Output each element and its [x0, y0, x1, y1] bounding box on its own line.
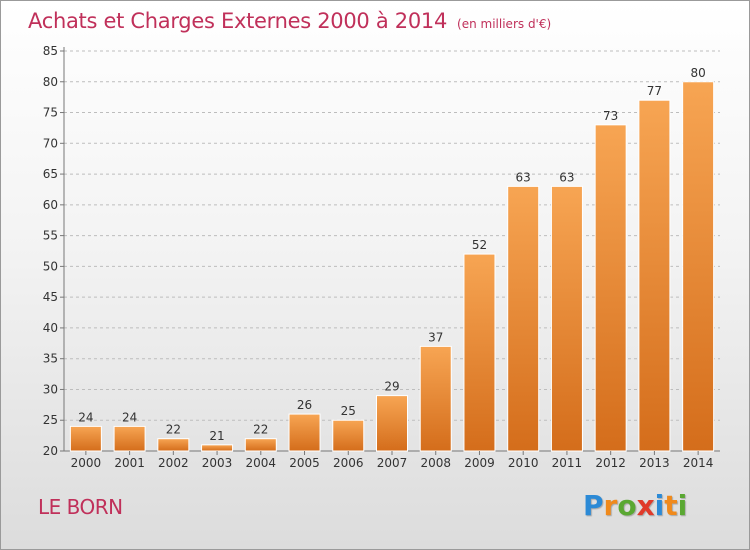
y-tick-label: 40 — [43, 321, 58, 335]
logo-letter: x — [636, 489, 655, 522]
data-label: 63 — [559, 170, 574, 184]
data-label: 63 — [516, 170, 531, 184]
y-tick-label: 75 — [43, 106, 58, 120]
bar — [69, 425, 102, 452]
bar — [288, 413, 321, 452]
x-tick-label: 2009 — [464, 456, 495, 470]
bar — [113, 425, 146, 452]
bar — [550, 185, 583, 452]
logo-letter: i — [677, 489, 688, 522]
x-tick-label: 2010 — [508, 456, 539, 470]
proxiti-logo: Proxiti — [583, 489, 687, 522]
y-tick-label: 60 — [43, 198, 58, 212]
data-label: 80 — [690, 66, 705, 80]
logo-letter: P — [583, 489, 604, 522]
x-tick-label: 2012 — [595, 456, 626, 470]
x-tick-label: 2006 — [333, 456, 364, 470]
x-tick-label: 2002 — [158, 456, 189, 470]
bar — [507, 185, 540, 452]
y-tick-label: 25 — [43, 413, 58, 427]
bar — [201, 444, 234, 452]
data-label: 37 — [428, 330, 443, 344]
data-label: 25 — [341, 404, 356, 418]
y-tick-label: 45 — [43, 290, 58, 304]
x-tick-label: 2014 — [683, 456, 714, 470]
y-tick-label: 85 — [43, 44, 58, 58]
bar — [419, 345, 452, 452]
x-tick-label: 2008 — [420, 456, 451, 470]
data-label: 24 — [122, 410, 137, 424]
bar — [376, 395, 408, 452]
bar — [594, 124, 627, 452]
data-label: 73 — [603, 109, 618, 123]
chart-subtitle: (en milliers d'€) — [457, 17, 552, 31]
x-tick-label: 2000 — [71, 456, 102, 470]
x-tick-label: 2013 — [639, 456, 670, 470]
bar — [332, 419, 365, 452]
x-tick-label: 2011 — [552, 456, 583, 470]
y-tick-label: 80 — [43, 75, 58, 89]
data-label: 22 — [253, 423, 268, 437]
x-tick-label: 2001 — [114, 456, 145, 470]
data-label: 26 — [297, 398, 312, 412]
y-tick-label: 50 — [43, 259, 58, 273]
y-tick-label: 35 — [43, 352, 58, 366]
x-tick-label: 2004 — [246, 456, 277, 470]
data-label: 24 — [78, 410, 93, 424]
data-label: 21 — [209, 429, 224, 443]
chart-title: Achats et Charges Externes 2000 à 2014 (e… — [28, 9, 551, 33]
data-label: 52 — [472, 238, 487, 252]
y-tick-label: 65 — [43, 167, 58, 181]
chart-title-text: Achats et Charges Externes 2000 à 2014 — [28, 9, 448, 33]
logo-letter: t — [664, 489, 678, 522]
logo-letter: r — [603, 489, 618, 522]
data-label: 29 — [384, 380, 399, 394]
bar — [157, 438, 190, 452]
bar — [682, 81, 715, 452]
y-tick-label: 55 — [43, 229, 58, 243]
y-tick-label: 30 — [43, 382, 58, 396]
data-label: 22 — [166, 423, 181, 437]
logo-letter: o — [617, 489, 637, 522]
commune-name: LE BORN — [38, 495, 123, 519]
data-label: 77 — [647, 84, 662, 98]
y-tick-label: 20 — [43, 444, 58, 458]
x-tick-label: 2003 — [202, 456, 233, 470]
bar — [244, 438, 277, 452]
x-tick-label: 2007 — [377, 456, 408, 470]
y-tick-label: 70 — [43, 136, 58, 150]
x-tick-label: 2005 — [289, 456, 320, 470]
bar — [638, 99, 671, 452]
bar — [463, 253, 496, 452]
logo-letter: i — [654, 489, 665, 522]
